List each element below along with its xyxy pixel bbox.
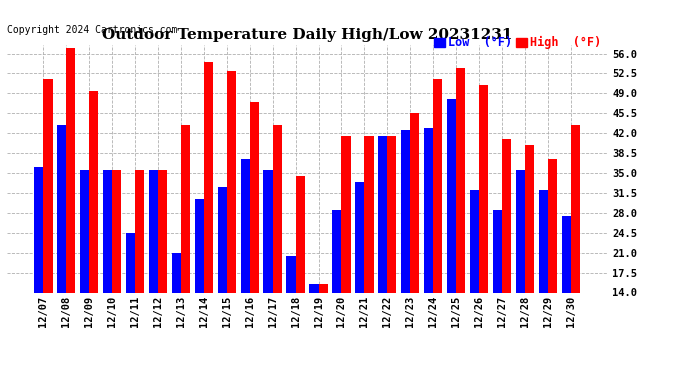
Bar [539, 190, 548, 292]
Bar [456, 68, 465, 292]
Bar [250, 102, 259, 292]
Bar [493, 210, 502, 292]
Bar [479, 85, 489, 292]
Bar [286, 255, 295, 292]
Legend: Low  (°F), High  (°F): Low (°F), High (°F) [434, 36, 601, 49]
Bar [135, 170, 144, 292]
Bar [126, 233, 135, 292]
Bar [387, 136, 397, 292]
Bar [319, 284, 328, 292]
Bar [195, 199, 204, 292]
Text: Copyright 2024 Cartronics.com: Copyright 2024 Cartronics.com [7, 25, 177, 35]
Bar [172, 253, 181, 292]
Bar [411, 113, 420, 292]
Bar [149, 170, 158, 292]
Bar [89, 90, 99, 292]
Bar [424, 128, 433, 292]
Bar [158, 170, 167, 292]
Title: Outdoor Temperature Daily High/Low 20231231: Outdoor Temperature Daily High/Low 20231… [102, 28, 512, 42]
Bar [548, 159, 557, 292]
Bar [447, 99, 456, 292]
Bar [43, 79, 52, 292]
Bar [227, 70, 236, 292]
Bar [309, 284, 319, 292]
Bar [34, 167, 43, 292]
Bar [525, 145, 534, 292]
Bar [571, 124, 580, 292]
Bar [378, 136, 387, 292]
Bar [57, 124, 66, 292]
Bar [355, 182, 364, 292]
Bar [66, 48, 75, 292]
Bar [103, 170, 112, 292]
Bar [502, 139, 511, 292]
Bar [217, 187, 227, 292]
Bar [333, 210, 342, 292]
Bar [112, 170, 121, 292]
Bar [401, 130, 411, 292]
Bar [364, 136, 373, 292]
Bar [433, 79, 442, 292]
Bar [264, 170, 273, 292]
Bar [241, 159, 250, 292]
Bar [470, 190, 479, 292]
Bar [181, 124, 190, 292]
Bar [273, 124, 282, 292]
Bar [515, 170, 525, 292]
Bar [562, 216, 571, 292]
Bar [204, 62, 213, 292]
Bar [295, 176, 305, 292]
Bar [80, 170, 89, 292]
Bar [342, 136, 351, 292]
